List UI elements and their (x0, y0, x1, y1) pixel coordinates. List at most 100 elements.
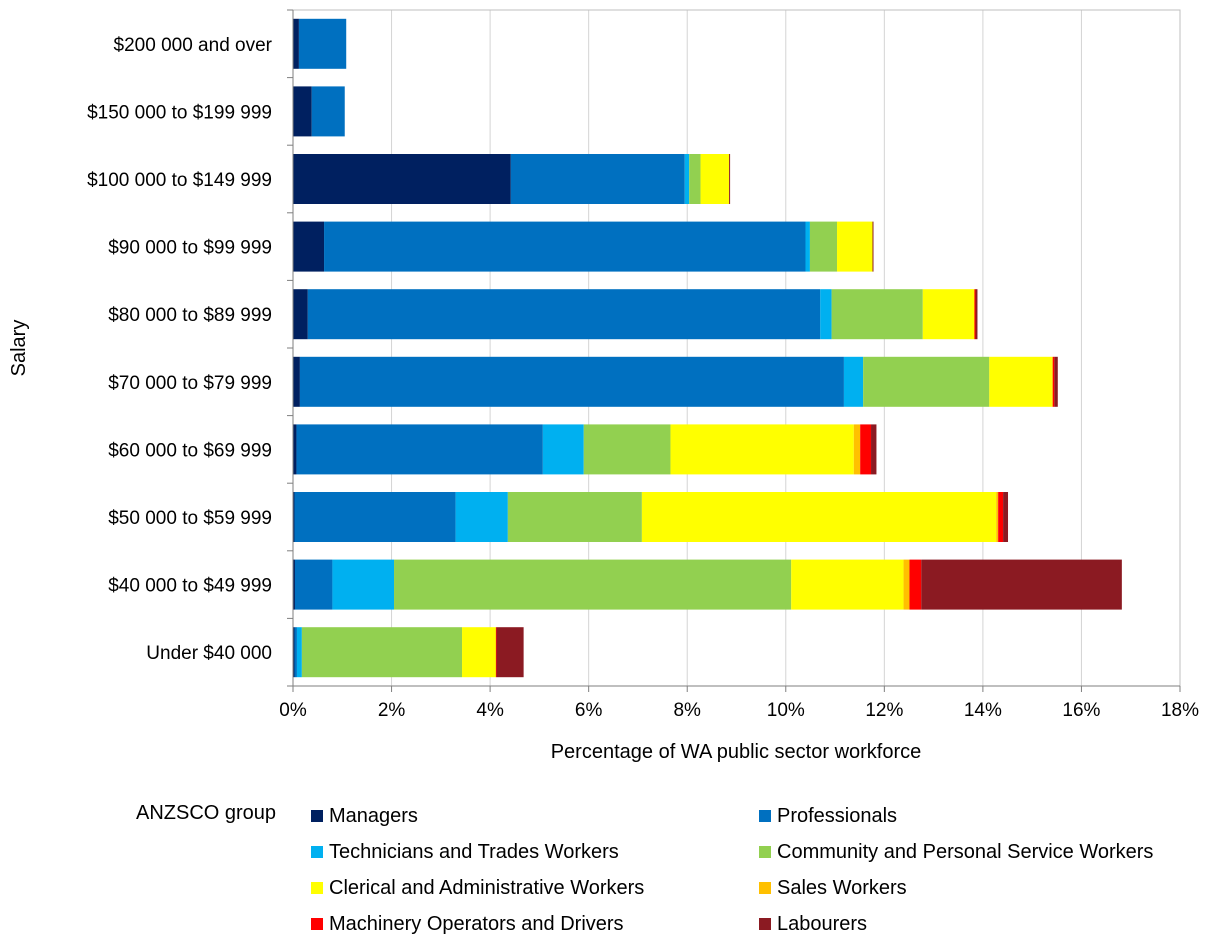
y-tick-label: $150 000 to $199 999 (87, 102, 272, 123)
bar-segment (729, 154, 731, 204)
x-tick-label: 2% (378, 700, 406, 721)
legend: ANZSCO group Managers Professionals Techni… (0, 796, 1211, 946)
bar-segment (843, 356, 864, 407)
bar-segment (296, 627, 302, 678)
legend-title: ANZSCO group (136, 802, 277, 824)
bar-segment (974, 289, 976, 340)
y-tick-label: Under $40 000 (146, 643, 272, 664)
x-tick-label: 0% (279, 700, 307, 721)
bar-segment (831, 289, 923, 340)
legend-swatch (311, 918, 323, 930)
y-tick-label: $80 000 to $89 999 (108, 305, 272, 326)
legend-swatch (759, 846, 771, 858)
bar-segment (670, 424, 854, 475)
bar-segment (332, 559, 395, 610)
bar-segment (311, 86, 345, 137)
legend-item: Managers (311, 804, 418, 828)
bar-segment (1052, 356, 1055, 407)
bar-segment (975, 289, 978, 340)
y-tick-label: $200 000 and over (114, 35, 273, 56)
legend-label: Technicians and Trades Workers (329, 840, 619, 863)
bar-segment (837, 221, 873, 272)
bar-segment (299, 356, 844, 407)
bar-segment (462, 627, 496, 678)
legend-item: Technicians and Trades Workers (311, 840, 619, 864)
bar-segment (820, 289, 832, 340)
bar-segment (495, 627, 497, 678)
bar-segment (684, 154, 690, 204)
bar-segment (293, 559, 295, 610)
legend-label: Machinery Operators and Drivers (329, 912, 624, 935)
bar-segment (998, 492, 1004, 542)
legend-item: Community and Personal Service Workers (759, 840, 1153, 864)
y-axis-title: Salary (8, 320, 30, 377)
bar-segment (989, 356, 1052, 407)
y-tick-label: $70 000 to $79 999 (108, 373, 272, 394)
legend-swatch (759, 882, 771, 894)
legend-swatch (311, 882, 323, 894)
legend-label: Sales Workers (777, 876, 907, 899)
bar-segment (922, 289, 975, 340)
bar-segment (921, 559, 1122, 610)
legend-label: Clerical and Administrative Workers (329, 876, 645, 899)
bar-segment (293, 424, 297, 475)
bar-segment (809, 221, 838, 272)
bar-segment (455, 492, 508, 542)
legend-swatch (759, 918, 771, 930)
bar-segment (293, 18, 299, 69)
y-tick-label: $100 000 to $149 999 (87, 170, 272, 191)
bar-segment (293, 289, 308, 340)
bar-segment (296, 424, 543, 475)
bar-segment (903, 559, 910, 610)
bar-segment (293, 154, 511, 204)
bar-segment (307, 289, 821, 340)
bar-segment (1051, 356, 1053, 407)
bar-segment (510, 154, 685, 204)
x-tick-label: 6% (575, 700, 603, 721)
bars (293, 18, 1122, 678)
bar-segment (853, 424, 861, 475)
bar-segment (507, 492, 642, 542)
y-tick-label: $40 000 to $49 999 (108, 576, 272, 597)
bar-segment (700, 154, 730, 204)
legend-label: Managers (329, 804, 418, 827)
x-tick-label: 14% (964, 700, 1002, 721)
legend-item: Machinery Operators and Drivers (311, 912, 624, 936)
legend-swatch (759, 810, 771, 822)
bar-segment (301, 627, 463, 678)
bar-segment (294, 627, 297, 678)
bar-segment (293, 221, 325, 272)
x-tick-label: 8% (673, 700, 701, 721)
x-tick-label: 4% (476, 700, 504, 721)
bar-segment (791, 559, 904, 610)
bar-segment (324, 221, 806, 272)
bar-segment (996, 492, 999, 542)
legend-item: Clerical and Administrative Workers (311, 876, 644, 900)
legend-item: Sales Workers (759, 876, 907, 900)
axes: 0% 2% 4% 6% 8% 10% 12% 14% 16% 18% $200 000 and ov… (87, 9, 1199, 721)
bar-segment (293, 86, 312, 137)
bar-segment (860, 424, 872, 475)
bar-segment (394, 559, 792, 610)
bar-segment (805, 221, 810, 272)
chart: 0% 2% 4% 6% 8% 10% 12% 14% 16% 18% $200 000 and ov… (8, 9, 1199, 763)
bar-segment (293, 492, 295, 542)
bar-segment (583, 424, 671, 475)
y-tick-label: $60 000 to $69 999 (108, 440, 272, 461)
x-axis-title: Percentage of WA public sector workforce (551, 741, 922, 763)
bar-segment (1054, 356, 1058, 407)
legend-label: Labourers (777, 912, 868, 935)
x-tick-label: 10% (767, 700, 805, 721)
bar-segment (871, 424, 877, 475)
bar-segment (496, 627, 524, 678)
bar-segment (293, 356, 300, 407)
legend-swatch (311, 810, 323, 822)
x-tick-label: 12% (865, 700, 903, 721)
bar-segment (294, 559, 333, 610)
legend-item: Professionals (759, 804, 897, 828)
bar-segment (863, 356, 990, 407)
x-tick-label: 16% (1062, 700, 1100, 721)
bar-segment (542, 424, 584, 475)
bar-segment (689, 154, 701, 204)
bar-segment (974, 289, 975, 340)
